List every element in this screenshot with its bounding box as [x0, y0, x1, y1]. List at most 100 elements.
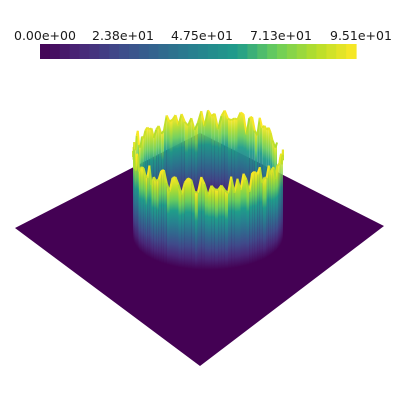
ring-top-edge [256, 117, 261, 136]
ring-top-edge [136, 130, 140, 146]
ring-top-edge [180, 113, 186, 123]
ring-top-edge [133, 142, 136, 150]
colorbar-segment [128, 44, 140, 59]
ring-top-edge [258, 167, 264, 183]
ring-top-edge [196, 176, 203, 193]
ring-front-facet [249, 173, 253, 265]
colorbar-segment [257, 44, 268, 59]
colorbar-segment [109, 44, 120, 59]
ring-top-edge [207, 185, 213, 197]
ring-front-facet [278, 163, 280, 248]
ring-front-facet [234, 178, 238, 268]
ring-top-edge [160, 169, 165, 172]
ring-front-facet [149, 165, 152, 259]
ring-front-facet [277, 164, 279, 250]
colorbar-segment [277, 44, 288, 59]
colorbar [40, 44, 357, 59]
ring-back-facet [208, 110, 212, 202]
ring-front-facet [178, 184, 182, 268]
ring-spikes [132, 109, 284, 197]
ring-top-edge [177, 184, 183, 195]
ring-front-facet [153, 177, 157, 261]
ring-front-facet [143, 168, 146, 255]
ring-top-edge [254, 171, 259, 176]
ring-top-edge [213, 113, 220, 130]
ring-top-edge [273, 167, 277, 179]
ring-top-edge [152, 129, 158, 139]
ring-top-edge [141, 166, 145, 170]
ring-top-edge [139, 136, 143, 148]
ring-front-facet [268, 165, 271, 256]
colorbar-segment [237, 44, 248, 59]
surface-plot [15, 109, 384, 366]
ring-front-facet [274, 167, 276, 252]
ring-top-edge [162, 115, 168, 131]
ring-top-edge [248, 172, 254, 192]
ring-top-edge [245, 117, 251, 135]
ring-top-edge [146, 165, 151, 178]
ring-top-edge [223, 189, 229, 194]
colorbar-segment [138, 44, 150, 59]
ring-top-edge [245, 179, 251, 192]
ring-top-edge [217, 184, 223, 191]
ring-front-facet [262, 177, 265, 260]
colorbar-segment [247, 44, 258, 59]
ring-top-edge [165, 114, 171, 122]
ring-front-facet [133, 147, 135, 242]
colorbar-segment [119, 44, 130, 59]
colorbar-segment [168, 44, 179, 59]
ring-front-facet [188, 178, 192, 269]
ring-back-facet [211, 113, 215, 202]
ring-front-facet [214, 189, 219, 270]
ring-front-facet [197, 177, 202, 270]
colorbar-segment [59, 44, 71, 59]
ring-back-facet [204, 110, 208, 202]
ring-front-facet [270, 168, 273, 255]
ring-top-edge [271, 139, 275, 145]
ring-front-facet [264, 177, 267, 259]
ring-top-edge [214, 188, 219, 191]
ring-front-facet [221, 185, 225, 270]
colorbar-segment [306, 44, 318, 59]
ring-top-edge [207, 109, 213, 117]
colorbar-segment [89, 44, 100, 59]
ring-top-edge [142, 130, 147, 139]
ring-top-edge [276, 164, 279, 167]
colorbar-segment [99, 44, 110, 59]
ring-front-facet [142, 167, 144, 254]
ring-top-edge [230, 176, 236, 193]
ring-top-edge [134, 135, 138, 151]
ring-front-facet [211, 185, 215, 270]
ring-front-facet [257, 167, 260, 262]
colorbar-segment [296, 44, 308, 59]
colorbar-tick-label: 2.38e+01 [92, 28, 154, 43]
ring-front-facet [272, 167, 274, 254]
ring-top-edge [174, 176, 180, 185]
ring-front-facet [280, 153, 282, 245]
ring-front-facet [140, 167, 142, 252]
ring-top-edge [142, 167, 147, 176]
ring-front-facet [135, 153, 137, 247]
colorbar-segment [40, 44, 51, 59]
ring-front-facet [161, 170, 164, 264]
ring-front-facet [158, 170, 162, 263]
ring-top-edge [194, 191, 199, 194]
ring-front-facet [275, 166, 277, 251]
colorbar-segment [286, 44, 298, 59]
ring-top-edge [277, 162, 280, 166]
ring-top-edge [267, 127, 272, 133]
ring-back-facet [221, 110, 225, 203]
ring-top-edge [136, 155, 140, 172]
colorbar-segment [198, 44, 209, 59]
colorbar-tick-label: 7.13e+01 [250, 28, 312, 43]
colorbar-segment [79, 44, 90, 59]
ring-top-edge [162, 169, 168, 184]
ring-front-facet [145, 175, 148, 256]
colorbar-segment [227, 44, 239, 59]
ring-top-edge [279, 153, 283, 158]
ring-front-facet [281, 153, 282, 244]
ring-top-edge [169, 118, 173, 123]
ring-top-edge [251, 116, 256, 131]
ring-top-edge [193, 122, 199, 131]
